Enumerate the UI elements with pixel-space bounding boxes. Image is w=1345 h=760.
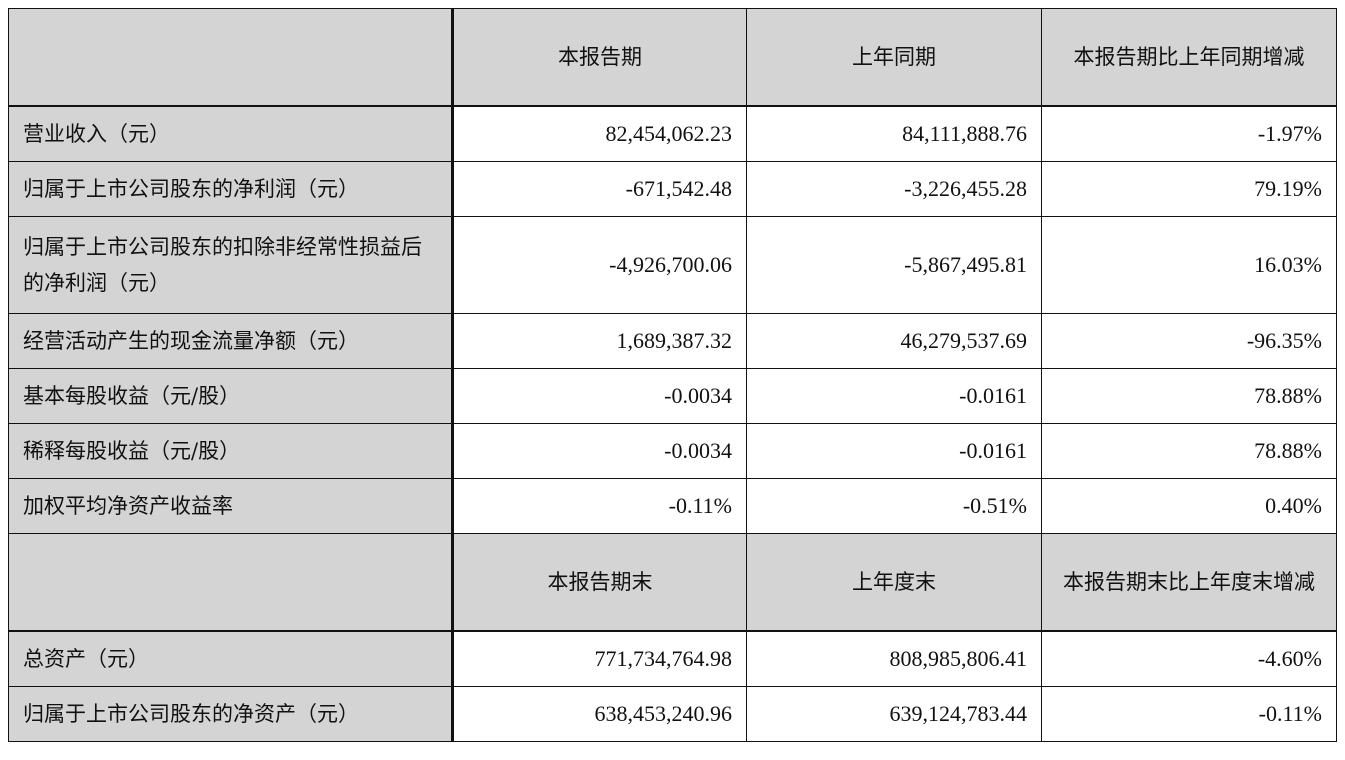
cell-value: 84,111,888.76 [746, 105, 1042, 162]
cell-value: -1.97% [1041, 105, 1337, 162]
cell-value: -0.0034 [452, 368, 747, 424]
table-row: 加权平均净资产收益率 -0.11% -0.51% 0.40% [8, 478, 1337, 534]
column-header: 本报告期 [452, 8, 747, 107]
cell-value: 78.88% [1041, 368, 1337, 424]
row-label: 总资产（元） [8, 630, 454, 687]
table-row: 营业收入（元） 82,454,062.23 84,111,888.76 -1.97% [8, 105, 1337, 162]
cell-value: -0.51% [746, 478, 1042, 534]
cell-value: -0.11% [452, 478, 747, 534]
column-header: 本报告期末比上年度末增减 [1041, 533, 1337, 632]
cell-value: 46,279,537.69 [746, 313, 1042, 369]
column-header: 本报告期比上年同期增减 [1041, 8, 1337, 107]
financial-summary-table: 本报告期 上年同期 本报告期比上年同期增减 营业收入（元） 82,454,062.23 8… [8, 8, 1337, 742]
cell-value: -96.35% [1041, 313, 1337, 369]
table-row: 归属于上市公司股东的扣除非经常性损益后的净利润（元） -4,926,700.06-… [8, 216, 1337, 314]
cell-value: 16.03% [1041, 216, 1337, 314]
cell-value: -671,542.48 [452, 161, 747, 217]
table-row: 归属于上市公司股东的净资产（元） 638,453,240.96 639,124,78… [8, 686, 1337, 742]
cell-value: 638,453,240.96 [452, 686, 747, 742]
header-row: 本报告期末 上年度末 本报告期末比上年度末增减 [8, 533, 1337, 632]
row-label: 归属于上市公司股东的净利润（元） [8, 161, 454, 217]
row-label: 经营活动产生的现金流量净额（元） [8, 313, 454, 369]
row-label: 营业收入（元） [8, 105, 454, 162]
column-header [8, 533, 454, 632]
cell-value: -4,926,700.06 [452, 216, 747, 314]
cell-value: -3,226,455.28 [746, 161, 1042, 217]
column-header: 上年度末 [746, 533, 1042, 632]
cell-value: -0.0161 [746, 423, 1042, 479]
column-header: 本报告期末 [452, 533, 747, 632]
column-header [8, 8, 454, 107]
row-label: 归属于上市公司股东的扣除非经常性损益后的净利润（元） [8, 216, 454, 314]
cell-value: 1,689,387.32 [452, 313, 747, 369]
cell-value: -5,867,495.81 [746, 216, 1042, 314]
cell-value: -0.0161 [746, 368, 1042, 424]
cell-value: 78.88% [1041, 423, 1337, 479]
cell-value: 808,985,806.41 [746, 630, 1042, 687]
row-label: 稀释每股收益（元/股） [8, 423, 454, 479]
row-label: 基本每股收益（元/股） [8, 368, 454, 424]
cell-value: 771,734,764.98 [452, 630, 747, 687]
cell-value: 82,454,062.23 [452, 105, 747, 162]
header-row: 本报告期 上年同期 本报告期比上年同期增减 [8, 8, 1337, 107]
cell-value: -0.0034 [452, 423, 747, 479]
cell-value: 639,124,783.44 [746, 686, 1042, 742]
table-row: 归属于上市公司股东的净利润（元） -671,542.48 -3,226,455.28… [8, 161, 1337, 217]
table-row: 稀释每股收益（元/股） -0.0034 -0.0161 78.88% [8, 423, 1337, 479]
table-row: 基本每股收益（元/股） -0.0034 -0.0161 78.88% [8, 368, 1337, 424]
cell-value: 0.40% [1041, 478, 1337, 534]
table-row: 经营活动产生的现金流量净额（元） 1,689,387.32 46,279,537.6… [8, 313, 1337, 369]
table-row: 总资产（元） 771,734,764.98 808,985,806.41 -4.60% [8, 630, 1337, 687]
row-label: 归属于上市公司股东的净资产（元） [8, 686, 454, 742]
row-label: 加权平均净资产收益率 [8, 478, 454, 534]
column-header: 上年同期 [746, 8, 1042, 107]
cell-value: 79.19% [1041, 161, 1337, 217]
cell-value: -4.60% [1041, 630, 1337, 687]
cell-value: -0.11% [1041, 686, 1337, 742]
